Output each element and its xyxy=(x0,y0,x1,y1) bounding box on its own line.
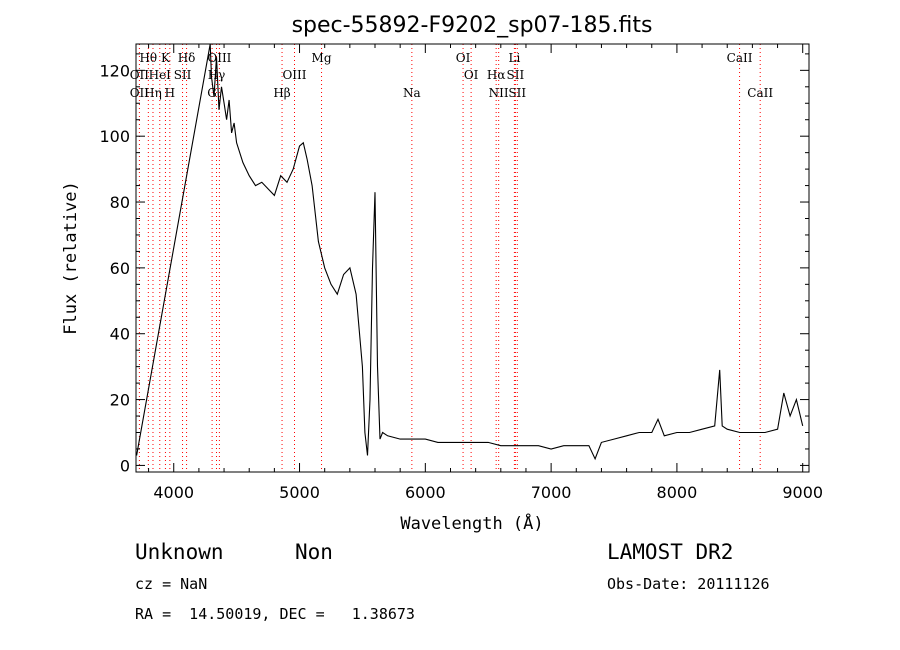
survey-name: LAMOST DR2 xyxy=(607,540,734,564)
line-marker-label: HeI xyxy=(149,68,172,82)
observation-date: Obs-Date: 20111126 xyxy=(607,575,770,593)
line-marker-label: OII xyxy=(130,86,150,100)
x-tick-label: 6000 xyxy=(405,483,446,502)
line-marker-label: Hγ xyxy=(208,68,226,82)
line-marker-label: Hβ xyxy=(273,86,290,100)
object-subclass: Non xyxy=(295,540,333,564)
line-marker-label: CaII xyxy=(747,86,773,100)
x-tick-label: 9000 xyxy=(782,483,823,502)
line-marker-label: Na xyxy=(403,86,421,100)
y-tick-label: 80 xyxy=(110,193,130,212)
line-marker-label: OIII xyxy=(207,51,231,65)
line-marker-label: NII xyxy=(489,86,509,100)
line-marker-label: G xyxy=(207,86,217,100)
line-marker-label: Hδ xyxy=(178,51,196,65)
line-marker-label: SII xyxy=(508,86,526,100)
line-markers xyxy=(138,44,761,472)
y-tick-label: 0 xyxy=(120,456,130,475)
y-axis-ticks: 0 20 40 60 80 100 120 xyxy=(99,53,809,475)
y-axis-label: Flux (relative) xyxy=(61,181,81,335)
y-tick-label: 100 xyxy=(99,127,130,146)
ra-dec: RA = 14.50019, DEC = 1.38673 xyxy=(135,605,415,623)
spectrum-line xyxy=(136,43,804,461)
x-tick-label: 4000 xyxy=(153,483,194,502)
line-marker-label: Hη xyxy=(144,86,162,100)
x-tick-label: 7000 xyxy=(531,483,572,502)
line-marker-label: OI xyxy=(464,68,479,82)
line-marker-label: Hθ xyxy=(139,51,157,65)
plot-frame xyxy=(135,43,810,473)
x-tick-label: 5000 xyxy=(279,483,320,502)
x-tick-label: 8000 xyxy=(657,483,698,502)
chart-title: spec-55892-F9202_sp07-185.fits xyxy=(292,13,653,38)
line-marker-label: Li xyxy=(508,51,520,65)
x-axis-label: Wavelength (Å) xyxy=(400,512,543,534)
object-class: Unknown xyxy=(135,540,224,564)
x-axis-ticks: 4000 5000 6000 7000 8000 9000 xyxy=(148,44,823,502)
line-marker-label: Hα xyxy=(487,68,506,82)
line-marker-label: OIII xyxy=(282,68,306,82)
line-marker-label: H xyxy=(165,86,175,100)
line-marker-label: OII xyxy=(130,68,150,82)
line-marker-label: K xyxy=(161,51,171,65)
redshift-cz: cz = NaN xyxy=(135,575,208,593)
line-marker-label: Mg xyxy=(312,51,332,65)
line-marker-label: SII xyxy=(174,68,192,82)
y-tick-label: 120 xyxy=(99,61,130,80)
y-tick-label: 40 xyxy=(110,325,130,344)
y-tick-label: 60 xyxy=(110,259,130,278)
line-marker-label: CaII xyxy=(727,51,753,65)
y-tick-label: 20 xyxy=(110,391,130,410)
line-marker-label: OI xyxy=(456,51,471,65)
line-marker-label: SII xyxy=(507,68,525,82)
